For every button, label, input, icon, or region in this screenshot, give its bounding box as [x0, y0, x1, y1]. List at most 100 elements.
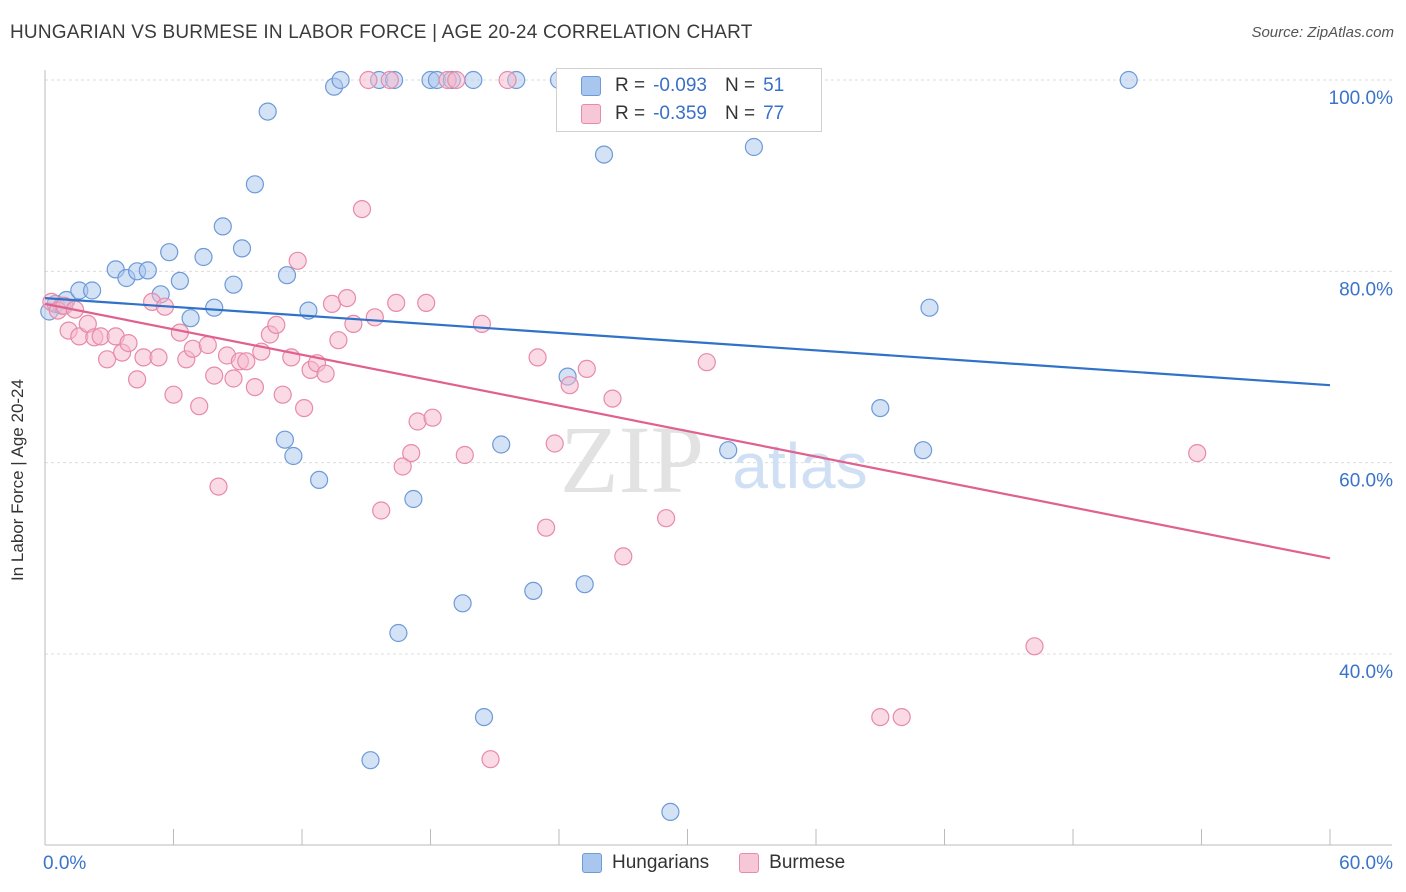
burmese-point	[288, 251, 307, 270]
burmese-point	[393, 457, 412, 476]
hungarians-point	[920, 298, 939, 317]
burmese-trend-line	[44, 302, 1331, 560]
legend-r-label: R =	[615, 103, 646, 124]
legend-label-burmese: Burmese	[769, 852, 846, 873]
legend-label-hungarians: Hungarians	[612, 852, 710, 873]
burmese-point	[892, 707, 911, 727]
hungarians-point	[1119, 70, 1138, 90]
y-tick-label: 100.0%	[1329, 88, 1394, 109]
burmese-point	[205, 366, 224, 385]
hungarians-point	[404, 489, 423, 509]
burmese-point	[365, 308, 384, 327]
hungarians-point	[194, 247, 213, 267]
hungarians-point	[492, 435, 511, 454]
hungarians-point	[170, 271, 189, 290]
burmese-point	[224, 369, 243, 388]
hungarians-point	[245, 175, 264, 194]
burmese-point	[337, 289, 357, 308]
hungarians-point	[181, 309, 200, 328]
legend-n-value: 77	[763, 103, 785, 124]
burmese-point	[295, 399, 314, 418]
burmese-point	[536, 518, 556, 537]
burmese-point	[1025, 637, 1044, 656]
burmese-point	[472, 314, 491, 333]
hungarians-trend-line	[44, 297, 1331, 387]
hungarians-point	[232, 239, 252, 258]
burmese-point	[267, 315, 286, 334]
hungarians-point	[389, 623, 408, 643]
watermark-zip: ZIP	[560, 406, 704, 513]
burmese-point	[560, 376, 579, 395]
hungarians-point	[258, 102, 277, 121]
burmese-point	[614, 547, 633, 566]
burmese-point	[380, 70, 399, 90]
burmese-point	[871, 707, 890, 727]
trend-lines	[44, 297, 1331, 560]
hungarians-point	[275, 430, 294, 449]
burmese-point	[198, 335, 217, 355]
burmese-point	[329, 331, 348, 350]
hungarians-point	[719, 441, 738, 460]
legend-r-value: -0.093	[653, 75, 707, 96]
legend-row-burmese: R = -0.359 N = 77	[581, 101, 784, 127]
burmese-point	[119, 334, 138, 353]
legend-r-label: R =	[615, 75, 646, 96]
burmese-point	[498, 70, 517, 90]
legend-item-burmese: Burmese	[739, 852, 845, 874]
legend-n-label: N =	[724, 103, 756, 124]
chart-title: HUNGARIAN VS BURMESE IN LABOR FORCE | AG…	[10, 22, 753, 43]
burmese-point	[545, 434, 564, 453]
hungarians-point	[213, 217, 232, 236]
burmese-point	[528, 348, 547, 367]
y-tick-label: 80.0%	[1339, 279, 1393, 300]
legend-swatch-blue	[581, 76, 601, 96]
burmese-point	[237, 352, 256, 371]
hungarians-point	[871, 399, 890, 418]
burmese-point	[455, 445, 474, 465]
burmese-point	[697, 353, 716, 372]
legend-swatch-pink	[581, 104, 601, 124]
axes	[44, 70, 1392, 846]
legend-r-value: -0.359	[653, 103, 707, 124]
burmese-point	[190, 397, 209, 416]
y-tick-label: 40.0%	[1339, 662, 1393, 683]
burmese-point	[447, 70, 466, 90]
series-legend: Hungarians Burmese	[582, 852, 875, 874]
legend-swatch-burmese	[739, 853, 760, 873]
hungarians-point	[594, 145, 614, 164]
burmese-point	[603, 389, 622, 408]
hungarians-point	[453, 594, 472, 613]
hungarians-point	[284, 446, 303, 466]
hungarians-point	[361, 751, 380, 770]
watermark-atlas: atlas	[732, 430, 867, 502]
burmese-point	[245, 378, 264, 397]
legend-item-hungarians: Hungarians	[582, 852, 709, 874]
source-label: Source: ZipAtlas.com	[1251, 24, 1394, 41]
hungarians-point	[661, 802, 680, 822]
burmese-point	[408, 412, 427, 431]
burmese-point	[164, 385, 183, 404]
hungarians-point	[744, 137, 764, 157]
burmese-point	[209, 477, 228, 496]
burmese-point	[481, 750, 500, 769]
hungarians-point	[205, 298, 224, 317]
burmese-point	[423, 408, 442, 427]
burmese-point	[387, 293, 406, 312]
hungarians-point	[310, 470, 329, 489]
burmese-point	[359, 70, 378, 90]
burmese-point	[352, 200, 372, 219]
legend-n-label: N =	[724, 75, 756, 96]
hungarians-point	[331, 70, 350, 90]
data-points	[40, 70, 1207, 822]
burmese-point	[656, 509, 676, 528]
burmese-point	[273, 385, 292, 404]
burmese-point	[402, 444, 421, 463]
x-tick-label: 60.0%	[1339, 853, 1393, 874]
hungarians-point	[277, 266, 297, 285]
burmese-point	[128, 370, 147, 389]
burmese-point	[97, 350, 117, 369]
hungarians-point	[575, 575, 594, 594]
hungarians-point	[524, 581, 543, 601]
y-tick-label: 60.0%	[1339, 471, 1393, 492]
